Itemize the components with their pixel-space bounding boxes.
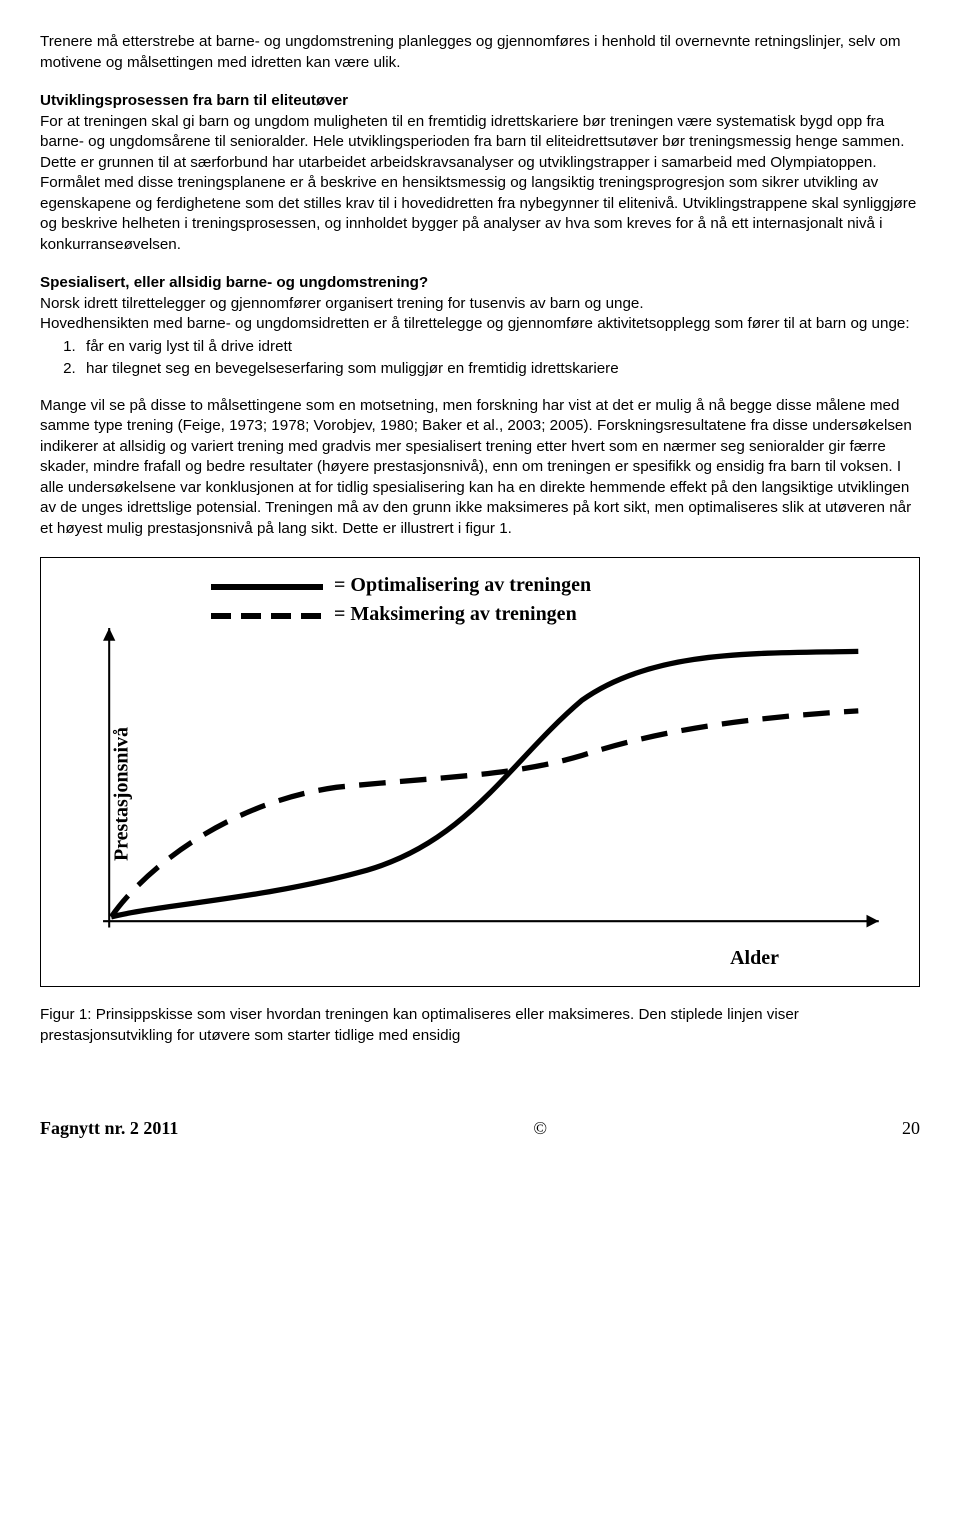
paragraph-intro: Trenere må etterstrebe at barne- og ungd… [40, 32, 920, 73]
y-axis-arrow-icon [103, 628, 115, 641]
chart-legend: = Optimalisering av treningen = Maksimer… [211, 572, 591, 630]
paragraph-process: Utviklingsprosessen fra barn til eliteut… [40, 91, 920, 255]
list-item: har tilegnet seg en bevegelseserfaring s… [80, 359, 920, 380]
page-footer: Fagnytt nr. 2 2011 © 20 [40, 1116, 920, 1140]
figure-1-chart: = Optimalisering av treningen = Maksimer… [40, 557, 920, 987]
legend-swatch-solid [211, 577, 326, 595]
footer-page-number: 20 [902, 1116, 920, 1140]
chart-plot-area [101, 628, 889, 936]
figure-caption: Figur 1: Prinsippskisse som viser hvorda… [40, 1005, 920, 1046]
legend-row-solid: = Optimalisering av treningen [211, 572, 591, 599]
section-body-process: For at treningen skal gi barn og ungdom … [40, 113, 916, 253]
section-title-specialized: Spesialisert, eller allsidig barne- og u… [40, 274, 428, 291]
chart-x-axis-label: Alder [730, 945, 779, 972]
paragraph-research: Mange vil se på disse to målsettingene s… [40, 396, 920, 540]
section-title-process: Utviklingsprosessen fra barn til eliteut… [40, 92, 348, 109]
x-axis-arrow-icon [866, 915, 878, 928]
section-body-specialized-a: Norsk idrett tilrettelegger og gjennomfø… [40, 295, 644, 312]
legend-row-dashed: = Maksimering av treningen [211, 601, 591, 628]
footer-publication: Fagnytt nr. 2 2011 [40, 1116, 178, 1140]
section-body-specialized-b: Hovedhensikten med barne- og ungdomsidre… [40, 315, 910, 332]
legend-label-solid: = Optimalisering av treningen [334, 572, 591, 599]
optimizing-curve [111, 652, 858, 918]
goal-list: får en varig lyst til å drive idrett har… [68, 337, 920, 380]
list-item: får en varig lyst til å drive idrett [80, 337, 920, 358]
maximizing-curve [111, 711, 858, 917]
paragraph-specialized: Spesialisert, eller allsidig barne- og u… [40, 273, 920, 335]
footer-copyright-icon: © [533, 1116, 547, 1140]
legend-label-dashed: = Maksimering av treningen [334, 601, 577, 628]
legend-swatch-dashed [211, 606, 326, 624]
